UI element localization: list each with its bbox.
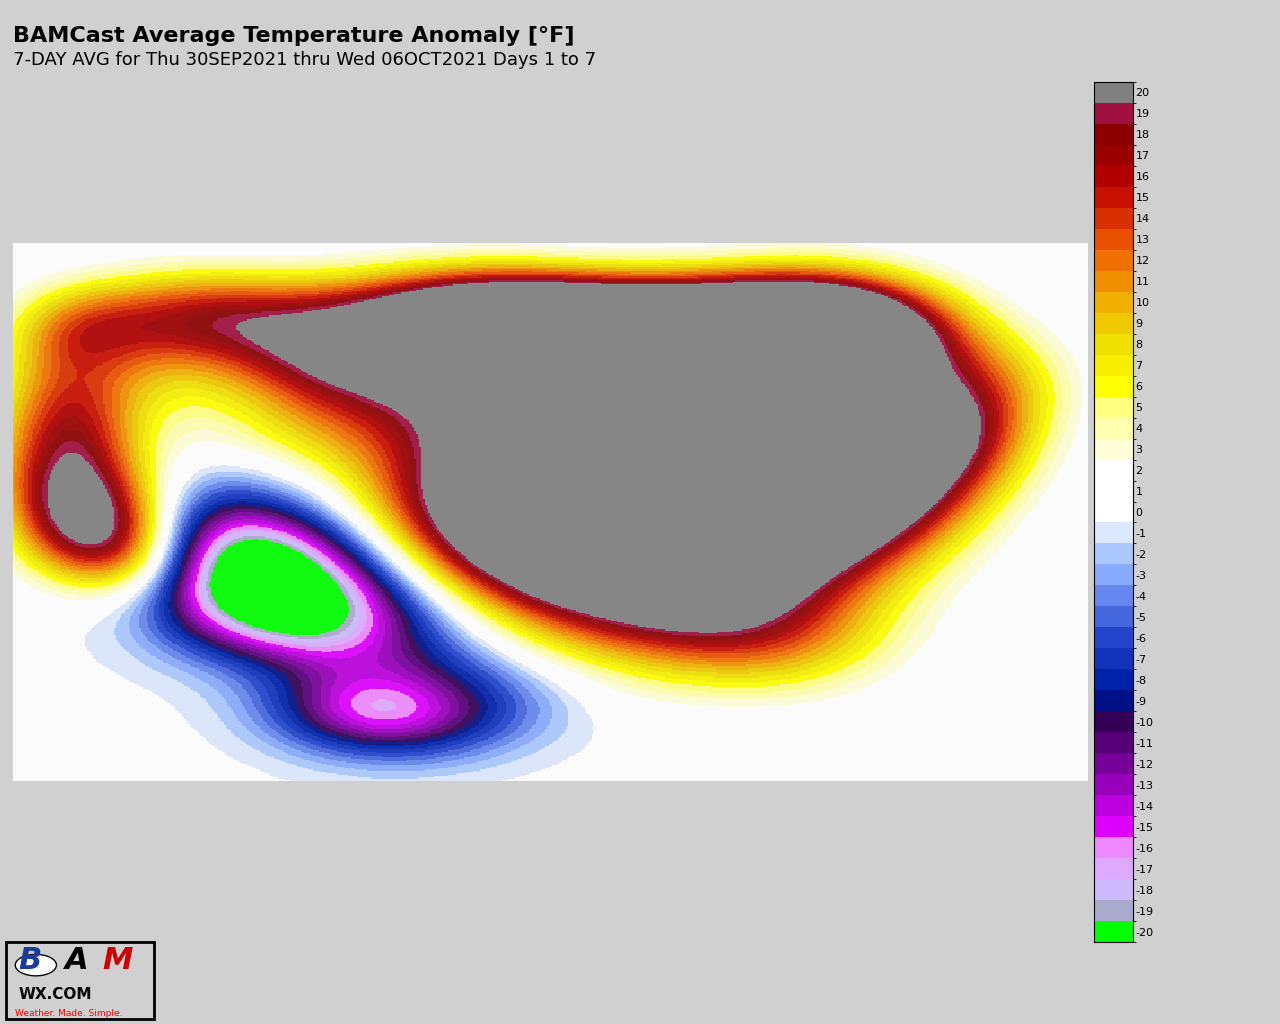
Text: WX.COM: WX.COM <box>18 987 92 1001</box>
Text: 7-DAY AVG for Thu 30SEP2021 thru Wed 06OCT2021 Days 1 to 7: 7-DAY AVG for Thu 30SEP2021 thru Wed 06O… <box>13 51 596 70</box>
Text: B: B <box>18 946 41 975</box>
Text: Weather. Made. Simple.: Weather. Made. Simple. <box>15 1009 123 1018</box>
Text: M: M <box>102 946 132 975</box>
Text: BAMCast Average Temperature Anomaly [°F]: BAMCast Average Temperature Anomaly [°F] <box>13 26 575 46</box>
Circle shape <box>15 954 56 976</box>
Text: A: A <box>65 946 88 975</box>
